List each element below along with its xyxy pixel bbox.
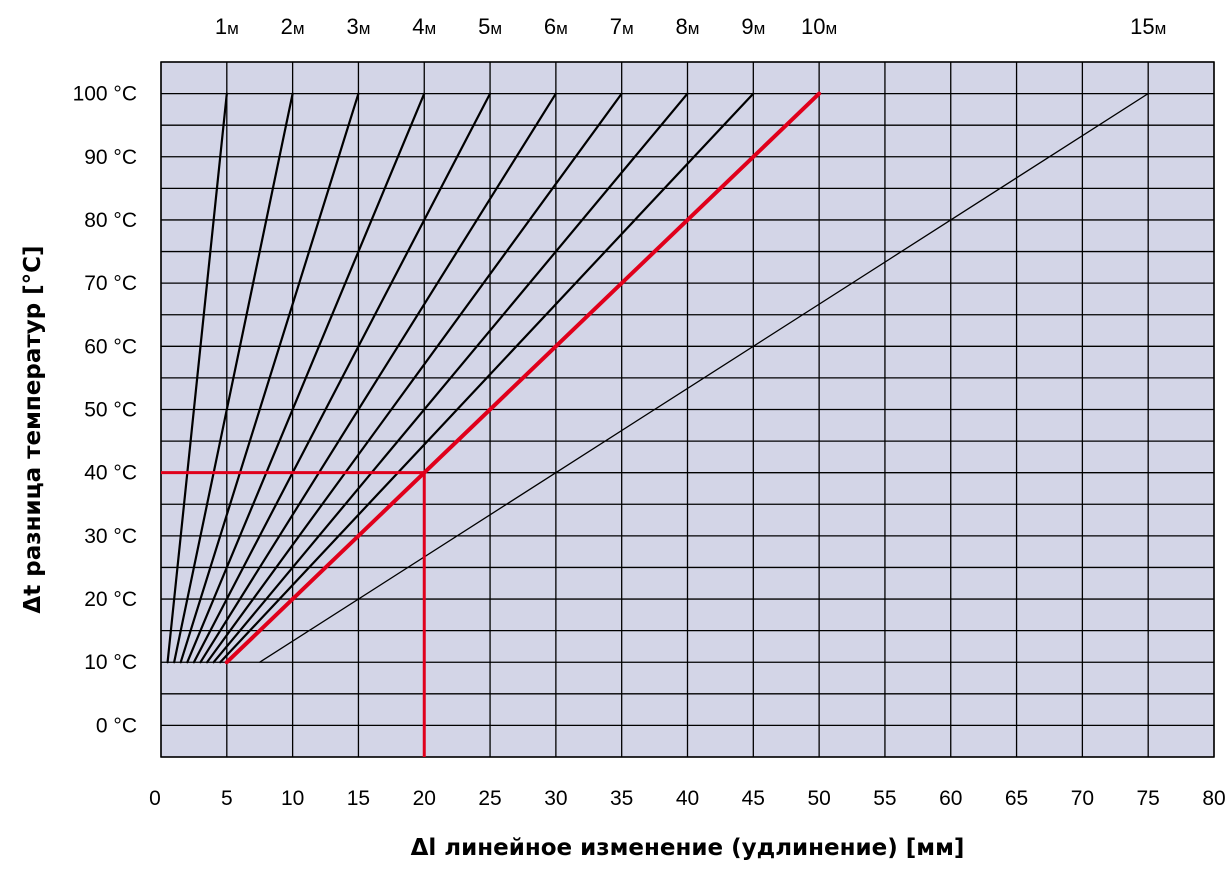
series-label-8м: 8м [676,14,700,39]
x-tick-label: 65 [1005,787,1028,810]
y-tick-label: 0 °C [96,714,137,737]
series-lines [166,91,1149,665]
series-line-3м [179,92,360,664]
y-tick-label: 20 °C [84,588,137,611]
x-tick-label: 80 [1202,787,1225,810]
series-line-2м [173,92,294,664]
x-tick-label: 30 [544,787,567,810]
series-line-10м [224,91,822,665]
series-line-7м [205,92,623,664]
grid-lines [160,61,1215,758]
series-label-15м: 15м [1130,14,1166,39]
y-tick-labels: 0 °C 10 °C 20 °C 30 °C 40 °C 50 °C 60 °C 70 °C 8… [73,83,137,738]
series-label-6м: 6м [544,14,568,39]
series-line-6м [199,92,557,664]
series-label-7м: 7м [610,14,634,39]
y-tick-label: 40 °C [84,462,137,485]
x-axis-title: Δl линейное изменение (удлинение) [мм] [411,835,965,861]
y-tick-label: 10 °C [84,651,137,674]
series-label-3м: 3м [346,14,370,39]
y-axis-title: Δt разница температур [°C] [20,245,46,613]
x-tick-label: 5 [221,787,233,810]
x-tick-label: 55 [873,787,896,810]
x-tick-label: 60 [939,787,962,810]
series-label-2м: 2м [281,14,305,39]
series-line-5м [192,92,492,664]
x-tick-label: 50 [807,787,830,810]
series-label-1м: 1м [215,14,239,39]
x-tick-label: 0 [149,787,161,810]
x-tick-label: 75 [1137,787,1160,810]
series-line-9м [219,92,755,664]
x-tick-label: 10 [281,787,304,810]
y-tick-label: 50 °C [84,399,137,422]
y-tick-label: 70 °C [84,272,137,295]
series-label-5м: 5м [478,14,502,39]
x-tick-label: 25 [478,787,501,810]
series-line-8м [212,92,689,664]
x-tick-labels: 0 5 10 15 20 25 30 35 40 45 50 55 60 65 70 75 80 [149,787,1226,810]
series-line-4м [186,92,426,664]
x-tick-label: 70 [1071,787,1094,810]
series-label-9м: 9м [741,14,765,39]
series-line-1м [166,92,228,664]
x-tick-label: 40 [676,787,699,810]
y-tick-label: 100 °C [73,83,137,106]
series-label-4м: 4м [412,14,436,39]
y-tick-label: 30 °C [84,525,137,548]
y-tick-label: 60 °C [84,335,137,358]
plot-border [160,61,1215,758]
series-line-15м [259,92,1149,663]
x-tick-label: 45 [742,787,765,810]
highlight-guides [161,471,426,757]
x-tick-label: 35 [610,787,633,810]
x-tick-label: 15 [347,787,370,810]
y-tick-label: 90 °C [84,146,137,169]
series-labels: 1м 2м 3м 4м 5м 6м 7м 8м 9м 10м 15м [215,14,1166,39]
y-tick-label: 80 °C [84,209,137,232]
x-tick-label: 20 [413,787,436,810]
series-label-10м: 10м [801,14,837,39]
